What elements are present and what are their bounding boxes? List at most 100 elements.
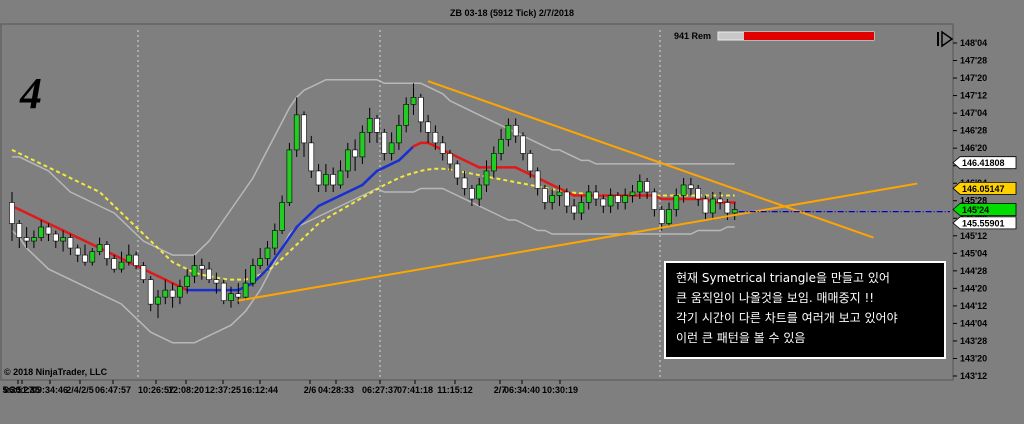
- candle: [454, 160, 461, 185]
- play-icon[interactable]: [937, 30, 954, 48]
- y-tick-label: 145'12: [960, 231, 987, 241]
- ema-segment: [76, 236, 87, 243]
- candle: [177, 279, 183, 305]
- candle: [147, 276, 154, 312]
- ema-segment: [331, 194, 342, 201]
- candle-body: [352, 149, 358, 158]
- annotation-box: 현재 Symetrical triangle을 만들고 있어 큰 움직임이 나올…: [664, 261, 946, 359]
- candle-body: [279, 202, 285, 231]
- candle: [89, 248, 96, 266]
- candle-body: [147, 279, 154, 305]
- candle: [38, 220, 45, 242]
- panel-number: 4: [19, 69, 42, 118]
- x-tick-label: 16:12:44: [242, 385, 278, 395]
- x-tick-label: 06:34:40: [504, 385, 540, 395]
- y-tick-label: 144'12: [960, 301, 987, 311]
- candle-body: [213, 279, 220, 284]
- candle-body: [695, 188, 702, 200]
- candle: [162, 279, 169, 305]
- y-tick-label: 147'12: [960, 91, 987, 101]
- candle: [622, 188, 629, 210]
- bollinger-lower-line: [11, 187, 735, 344]
- ema-segment: [164, 278, 174, 285]
- price-marker: 146.05147: [952, 181, 1017, 195]
- candle-body: [417, 97, 424, 123]
- candle: [111, 255, 117, 273]
- x-tick-label: 2/7: [494, 385, 507, 395]
- ema-segment: [83, 239, 94, 246]
- candle: [140, 262, 147, 284]
- candle: [242, 269, 249, 301]
- candle-body: [680, 184, 687, 196]
- candle: [257, 248, 264, 270]
- remaining-bar-fill: [744, 32, 874, 40]
- candle-body: [571, 205, 577, 214]
- candle-body: [717, 198, 723, 203]
- candle-body: [425, 121, 431, 133]
- remaining-label: 941 Rem: [674, 31, 711, 41]
- candle-body: [520, 135, 526, 154]
- chart-title: ZB 03-18 (5912 Tick) 2/7/2018: [450, 8, 574, 18]
- candle-body: [658, 209, 665, 224]
- candle-body: [498, 139, 504, 154]
- candle: [9, 191, 15, 242]
- ema-segment: [550, 183, 561, 190]
- candle-body: [527, 153, 534, 172]
- candle: [527, 149, 534, 178]
- candle-body: [476, 184, 483, 200]
- candle-body: [607, 195, 614, 207]
- y-tick-label: 146'28: [960, 126, 987, 136]
- candle-body: [264, 247, 271, 259]
- candle-body: [111, 258, 117, 270]
- candle-body: [709, 198, 716, 214]
- y-tick-label: 144'28: [960, 266, 987, 276]
- ema-segment: [18, 208, 28, 215]
- support-trendline: [238, 182, 918, 302]
- candle-body: [585, 191, 592, 203]
- candle: [250, 258, 256, 287]
- y-tick-label: 143'28: [960, 336, 987, 346]
- candle-body: [31, 237, 37, 242]
- candle-body: [257, 258, 264, 266]
- ema-segment: [361, 176, 371, 187]
- candle: [607, 188, 614, 214]
- candle-body: [74, 247, 81, 256]
- candle-body: [271, 230, 278, 249]
- candle-body: [403, 104, 410, 126]
- candle: [191, 255, 198, 284]
- candle-body: [636, 181, 643, 193]
- candle: [658, 205, 665, 231]
- y-tick-label: 147'20: [960, 73, 987, 83]
- candle: [490, 146, 497, 178]
- candle-body: [286, 149, 293, 203]
- candle-body: [133, 254, 139, 266]
- y-tick-label: 143'20: [960, 353, 987, 363]
- candle-body: [578, 202, 585, 214]
- candle: [651, 188, 658, 217]
- candle-body: [344, 149, 351, 172]
- price-marker-label: 145'24: [962, 205, 989, 215]
- candle-body: [673, 195, 680, 210]
- candle-body: [220, 282, 227, 301]
- candle: [74, 244, 81, 263]
- candle-body: [410, 97, 417, 105]
- ema-segment: [346, 187, 357, 194]
- ema-segment: [456, 155, 466, 162]
- annotation-line: 이런 큰 패턴을 볼 수 있음: [676, 331, 806, 345]
- candle: [439, 135, 446, 161]
- ema-segment: [397, 152, 408, 162]
- ema-segment: [61, 229, 72, 236]
- annotation-line: 큰 움직임이 나올것을 보임. 매매중지 !!: [676, 291, 875, 305]
- candle: [169, 283, 176, 308]
- candle: [228, 286, 234, 308]
- candle-body: [724, 202, 731, 214]
- candle: [556, 184, 563, 206]
- ema-segment: [383, 162, 393, 169]
- candle-body: [556, 191, 563, 196]
- ema-segment: [543, 180, 554, 187]
- ema-segment: [353, 183, 364, 190]
- candle: [271, 223, 278, 256]
- annotation-line: 각기 시간이 다른 차트를 여러개 보고 있어야: [676, 311, 898, 325]
- candle-body: [651, 191, 658, 210]
- y-tick-label: 147'04: [960, 108, 987, 118]
